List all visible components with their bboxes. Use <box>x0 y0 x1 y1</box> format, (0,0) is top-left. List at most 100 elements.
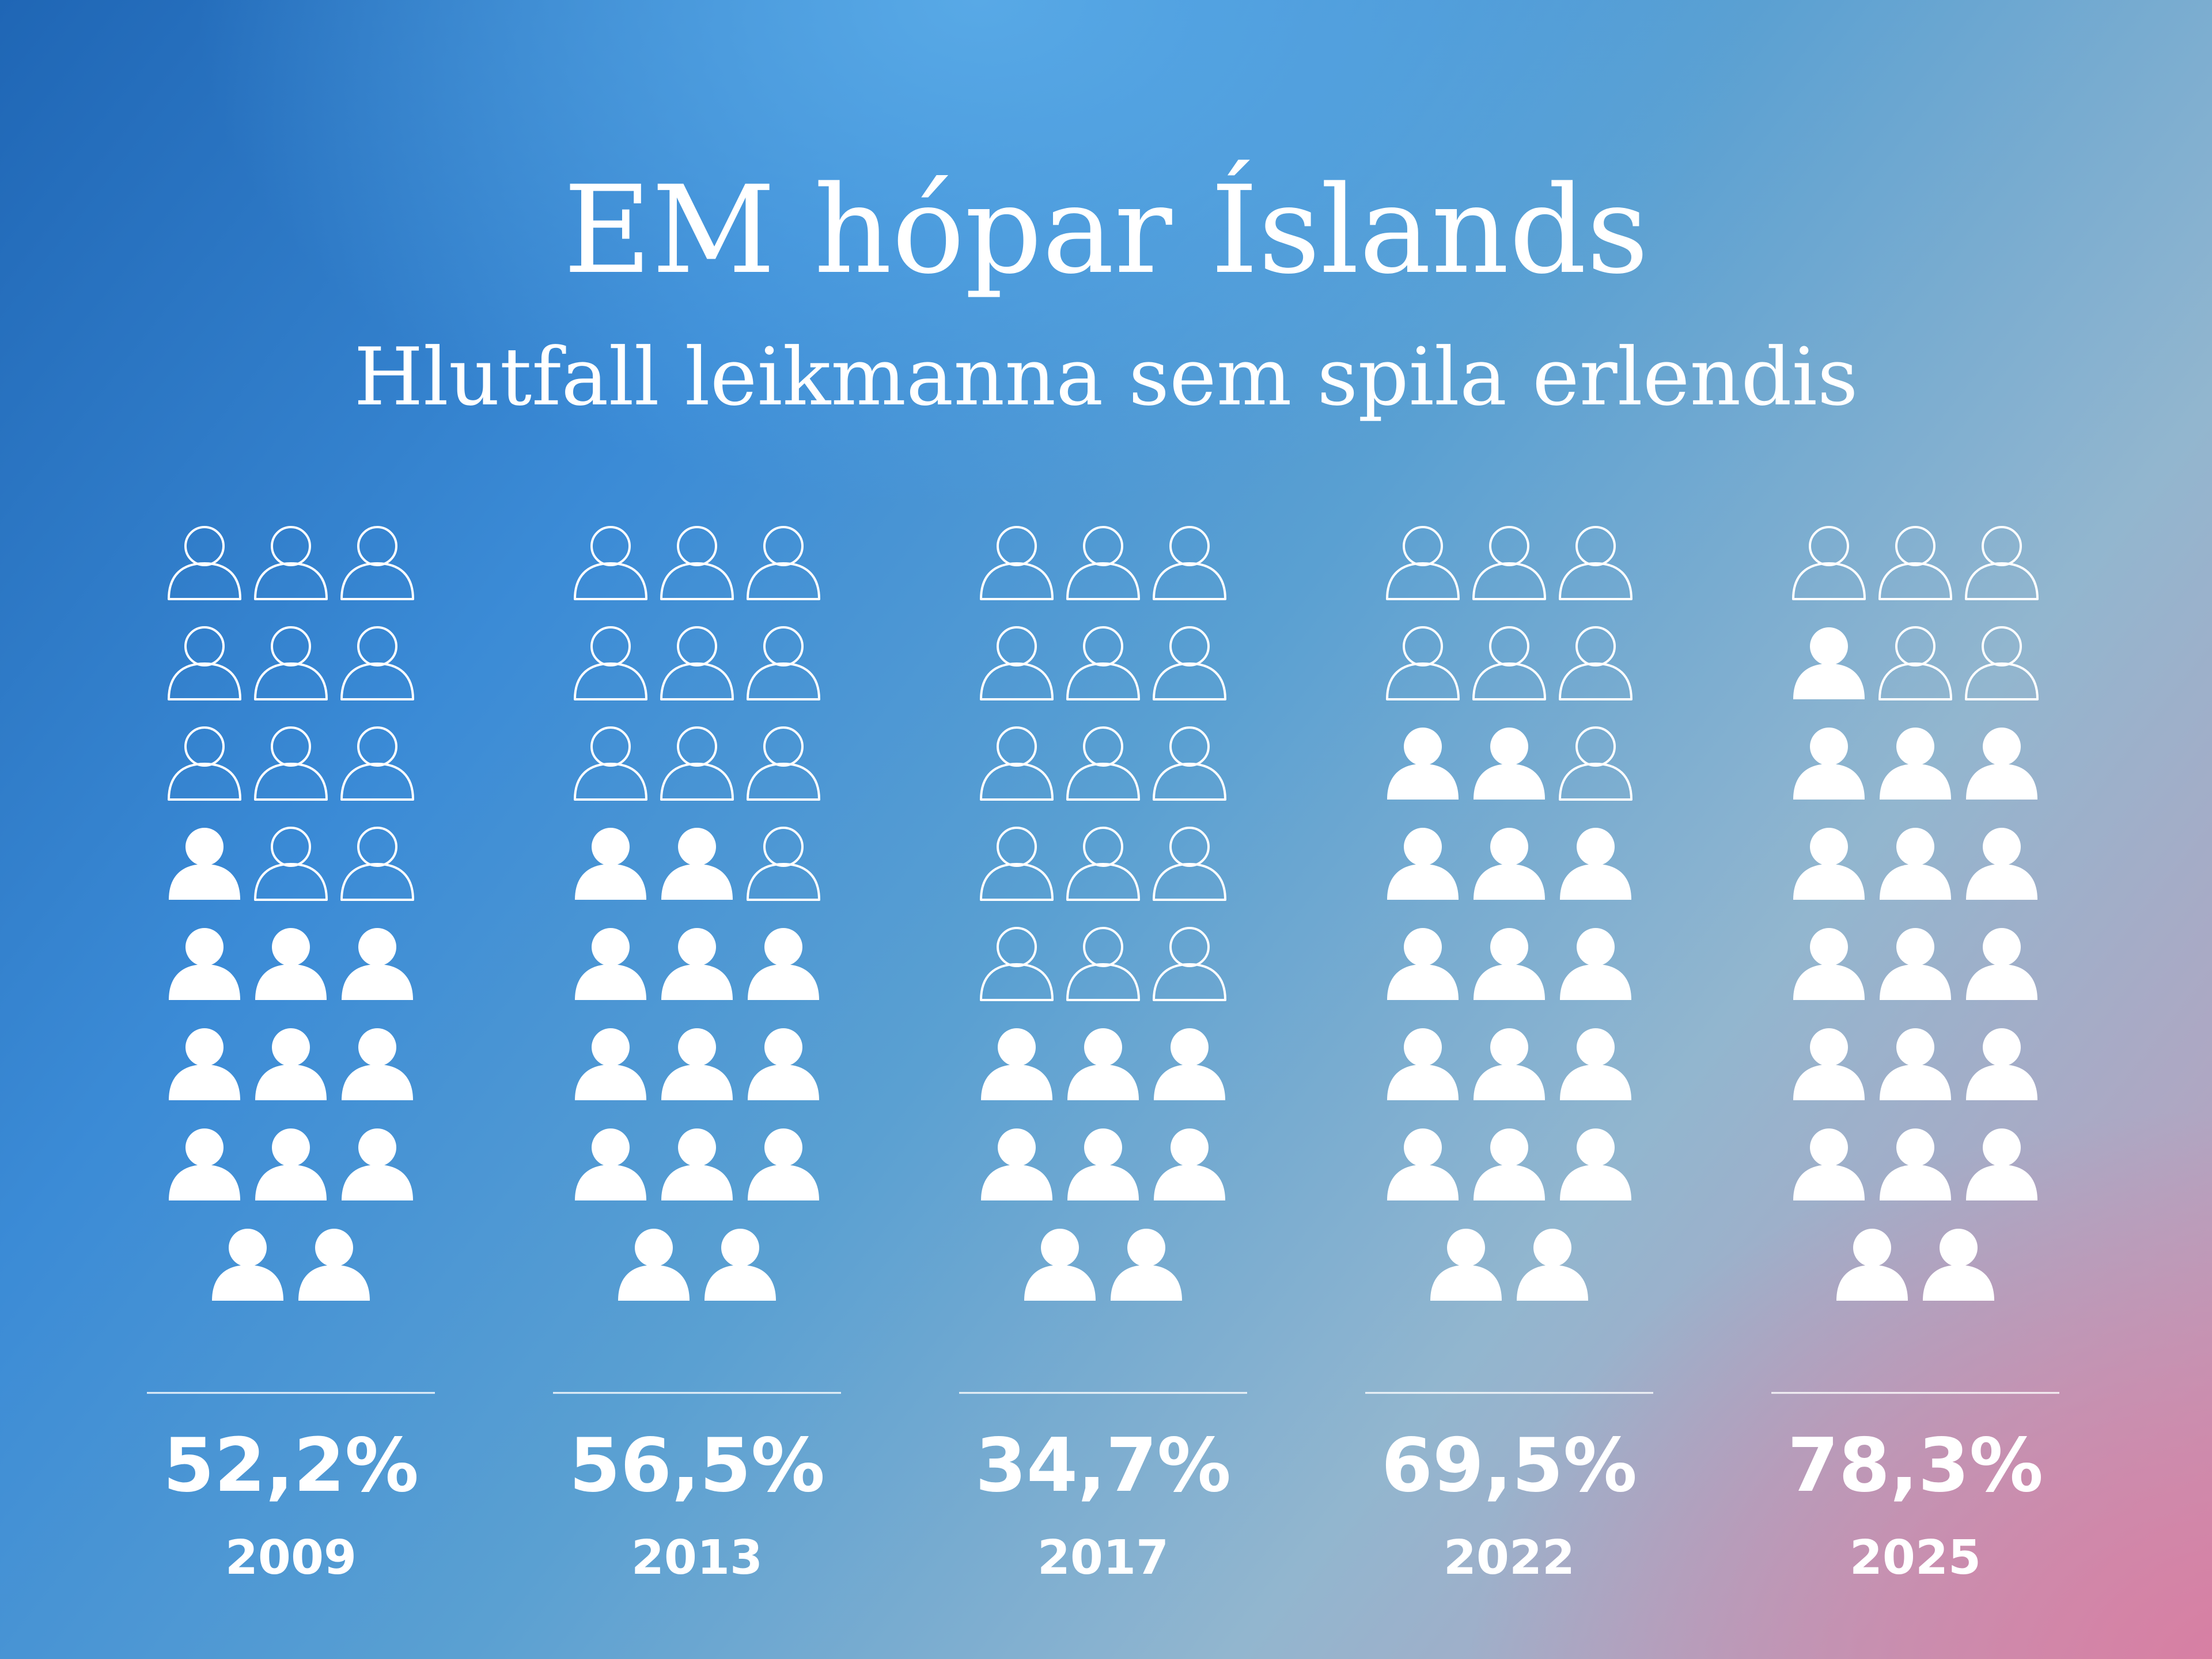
person-icon-filled <box>342 1028 413 1100</box>
person-icon-filled <box>748 1128 819 1200</box>
person-icon-filled <box>1880 1028 1951 1100</box>
person-icon-filled <box>1154 1128 1225 1200</box>
person-icon-filled <box>1474 1028 1545 1100</box>
person-icon-outline <box>980 626 1054 700</box>
person-icon-filled <box>1793 728 1865 800</box>
person-icon-outline <box>1153 626 1226 700</box>
person-icon-filled <box>212 1229 283 1301</box>
person-icon-filled <box>748 1028 819 1100</box>
person-icon-outline <box>1965 526 2039 600</box>
person-icon-filled <box>255 1028 327 1100</box>
person-icon-filled <box>1966 1128 2037 1200</box>
person-icon-outline <box>747 626 820 700</box>
person-icon-outline <box>1066 726 1140 801</box>
person-icon-filled <box>1474 728 1545 800</box>
person-icon-outline <box>980 927 1054 1001</box>
person-icon-outline <box>254 827 328 901</box>
person-icon-filled <box>1067 1028 1139 1100</box>
person-icon-filled <box>1111 1229 1182 1301</box>
person-icon-outline <box>254 626 328 700</box>
person-icon-filled <box>661 828 733 900</box>
person-icon-outline <box>574 726 647 801</box>
year-label: 2013 <box>631 1531 763 1585</box>
person-icon-filled <box>981 1128 1052 1200</box>
person-icon-filled <box>255 928 327 1000</box>
person-icon-outline <box>1792 526 1866 600</box>
person-icon-filled <box>1880 928 1951 1000</box>
person-icon-filled <box>1880 828 1951 900</box>
person-icon-outline <box>168 726 241 801</box>
person-icon-filled <box>1067 1128 1139 1200</box>
person-icon-outline <box>1153 726 1226 801</box>
person-icon-outline <box>574 526 647 600</box>
person-icon-filled <box>1387 1128 1459 1200</box>
person-icon-outline <box>660 526 734 600</box>
person-icon-outline <box>1472 526 1546 600</box>
value-label: 78,3% <box>1787 1423 2043 1509</box>
person-icon-filled <box>575 1128 646 1200</box>
person-icon-outline <box>1066 827 1140 901</box>
person-icon-outline <box>1066 626 1140 700</box>
person-icon-filled <box>1836 1229 1908 1301</box>
person-icon-outline <box>1559 726 1633 801</box>
person-icon-filled <box>1024 1229 1096 1301</box>
person-icon-outline <box>1153 927 1226 1001</box>
person-icon-filled <box>1517 1229 1588 1301</box>
person-icon-filled <box>1793 828 1865 900</box>
person-icon-filled <box>1474 828 1545 900</box>
person-icon-filled <box>1560 828 1631 900</box>
person-icon-outline <box>980 526 1054 600</box>
person-icon-filled <box>1154 1028 1225 1100</box>
person-icon-outline <box>1153 827 1226 901</box>
person-icon-outline <box>747 526 820 600</box>
person-icon-outline <box>1153 526 1226 600</box>
person-icon-filled <box>1387 928 1459 1000</box>
person-icon-outline <box>660 726 734 801</box>
person-icon-filled <box>342 1128 413 1200</box>
person-icon-outline <box>660 626 734 700</box>
pictogram-group-2017: 34,7% 2017 <box>959 526 1247 1585</box>
person-icon-filled <box>298 1229 370 1301</box>
person-icon-filled <box>1793 627 1865 699</box>
person-icon-filled <box>169 1128 240 1200</box>
person-icon-filled <box>661 928 733 1000</box>
person-icon-filled <box>1560 1128 1631 1200</box>
pictogram-group-2009: 52,2% 2009 <box>147 526 435 1585</box>
person-icon-filled <box>1387 828 1459 900</box>
person-icon-outline <box>254 726 328 801</box>
person-icon-filled <box>1474 1128 1545 1200</box>
person-icon-filled <box>704 1229 776 1301</box>
person-icon-outline <box>254 526 328 600</box>
person-icon-outline <box>1965 626 2039 700</box>
person-icon-filled <box>255 1128 327 1200</box>
person-icon-filled <box>1923 1229 1994 1301</box>
pictogram-group-2025: 78,3% 2025 <box>1771 526 2059 1585</box>
person-icon-outline <box>747 827 820 901</box>
chart-subtitle: Hlutfall leikmanna sem spila erlendis <box>354 331 1858 423</box>
person-icon-filled <box>748 928 819 1000</box>
year-label: 2017 <box>1037 1531 1169 1585</box>
pictogram-group-2013: 56,5% 2013 <box>553 526 841 1585</box>
value-label: 52,2% <box>163 1423 419 1509</box>
person-icon-filled <box>1387 1028 1459 1100</box>
person-icon-filled <box>169 828 240 900</box>
person-icon-outline <box>168 626 241 700</box>
person-icon-outline <box>574 626 647 700</box>
person-icon-filled <box>1880 1128 1951 1200</box>
person-icon-filled <box>1966 828 2037 900</box>
value-label: 69,5% <box>1381 1423 1637 1509</box>
person-icon-outline <box>340 626 414 700</box>
person-icon-filled <box>342 928 413 1000</box>
person-icon-filled <box>1560 1028 1631 1100</box>
person-icon-filled <box>169 928 240 1000</box>
person-icon-filled <box>618 1229 690 1301</box>
person-icon-outline <box>980 827 1054 901</box>
person-icon-filled <box>575 828 646 900</box>
person-icon-filled <box>1966 1028 2037 1100</box>
person-icon-outline <box>1386 526 1460 600</box>
person-icon-filled <box>661 1028 733 1100</box>
person-icon-filled <box>1966 728 2037 800</box>
person-icon-outline <box>1878 526 1952 600</box>
person-icon-outline <box>1386 626 1460 700</box>
